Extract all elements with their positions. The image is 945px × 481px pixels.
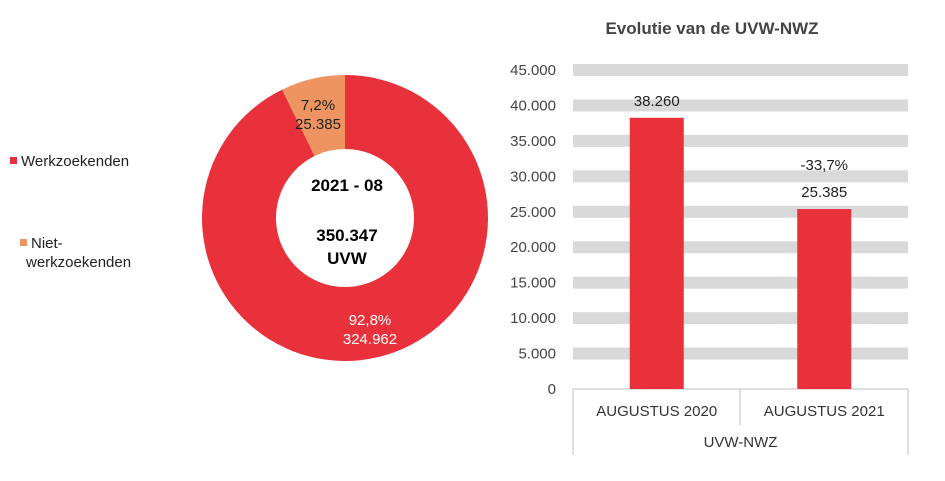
donut-center: 2021 - 08 350.347 UVW (311, 176, 383, 268)
donut-slice-0 (202, 75, 488, 362)
gridline (573, 99, 908, 112)
legend-label-niet-line1: Niet- (31, 235, 63, 252)
y-tick-label: 40.000 (510, 97, 556, 114)
bar-1 (797, 209, 852, 389)
y-tick-label: 5.000 (518, 346, 556, 363)
donut-value-label-0: 324.962 (343, 331, 397, 348)
center-period: 2021 - 08 (311, 176, 383, 195)
center-unit: UVW (327, 249, 368, 268)
center-total: 350.347 (316, 226, 377, 245)
x-tick-label-1: AUGUSTUS 2021 (764, 403, 885, 420)
legend: Werkzoekenden Niet- werkzoekenden (10, 153, 131, 271)
bar-value-label-0: 38.260 (634, 93, 680, 110)
legend-swatch-niet-werkzoekenden (20, 239, 27, 246)
y-tick-label: 10.000 (510, 310, 556, 327)
gridline (573, 64, 908, 76)
gridline (573, 276, 908, 289)
donut-percent-label-1: 7,2% (301, 97, 335, 114)
gridline (573, 170, 908, 183)
bar-chart: 0 5.000 10.000 15.000 20.000 25.000 30.000 35.0… (510, 62, 909, 455)
x-tick-label-0: AUGUSTUS 2020 (596, 403, 717, 420)
y-tick-label: 25.000 (510, 204, 556, 221)
x-group-label: UVW-NWZ (704, 434, 778, 451)
y-tick-label: 0 (548, 381, 556, 398)
bar-value-label-1: 25.385 (801, 184, 847, 201)
y-tick-label: 35.000 (510, 133, 556, 150)
y-tick-label: 45.000 (510, 62, 556, 79)
gridline (573, 312, 908, 325)
bar-0 (629, 117, 684, 389)
legend-label-werkzoekenden: Werkzoekenden (21, 153, 129, 170)
donut-slice-1 (282, 75, 345, 157)
donut-chart: 92,8% 324.962 7,2% 25.385 (202, 75, 488, 362)
y-tick-label: 30.000 (510, 168, 556, 185)
gridline (573, 241, 908, 254)
legend-label-niet-line2: werkzoekenden (25, 254, 131, 271)
donut-percent-label-0: 92,8% (349, 312, 392, 329)
donut-value-label-1: 25.385 (295, 116, 341, 133)
gridline (573, 347, 908, 360)
gridline (573, 205, 908, 218)
bar-chart-title: Evolutie van de UVW-NWZ (605, 19, 818, 38)
legend-swatch-werkzoekenden (10, 157, 17, 164)
y-tick-label: 15.000 (510, 275, 556, 292)
bar-change-label-1: -33,7% (800, 157, 848, 174)
gridline (573, 134, 908, 147)
y-tick-label: 20.000 (510, 239, 556, 256)
